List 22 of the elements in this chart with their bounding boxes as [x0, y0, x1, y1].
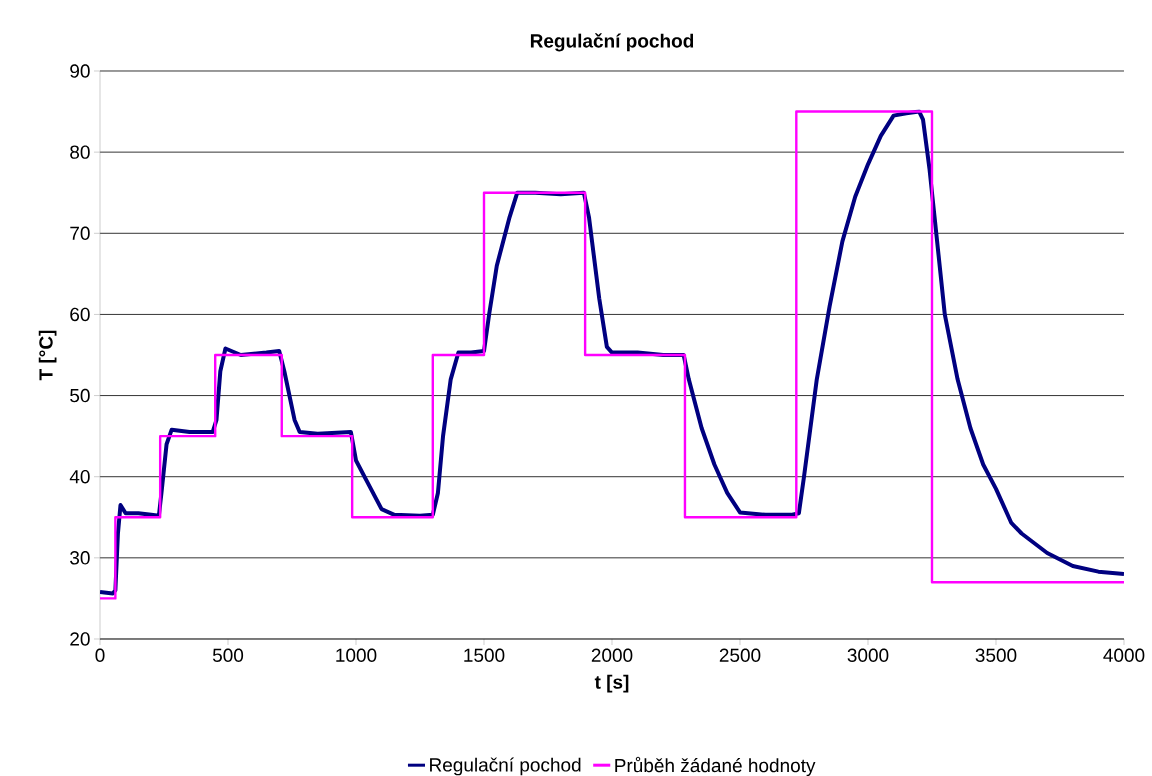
y-tick-label: 20	[70, 632, 90, 646]
y-tick-label: 90	[70, 64, 90, 78]
x-tick-label: 2500	[719, 648, 761, 662]
y-tick-label: 40	[69, 469, 90, 484]
x-tick-label: 500	[212, 648, 244, 662]
x-axis-title: t [s]	[594, 674, 629, 693]
x-tick-label: 1500	[464, 648, 505, 662]
x-tick-label: 3000	[847, 648, 889, 662]
y-axis-title: T [°C]	[38, 330, 57, 381]
x-tick-label: 1000	[336, 648, 377, 662]
chart-title: Regulační pochod	[530, 33, 694, 52]
y-tick-label: 60	[70, 307, 90, 322]
y-tick-label: 80	[70, 145, 90, 159]
y-tick-label: 50	[70, 388, 90, 403]
x-tick-label: 3500	[975, 648, 1017, 662]
y-tick-label: 70	[70, 226, 90, 241]
x-tick-label: 0	[95, 648, 105, 662]
x-tick-label: 4000	[1103, 648, 1145, 662]
y-tick-label: 30	[70, 551, 90, 565]
x-tick-label: 2000	[591, 648, 633, 662]
legend-label: Průběh žádané hodnoty	[615, 756, 816, 776]
legend-label: Regulační pochod	[430, 757, 581, 776]
